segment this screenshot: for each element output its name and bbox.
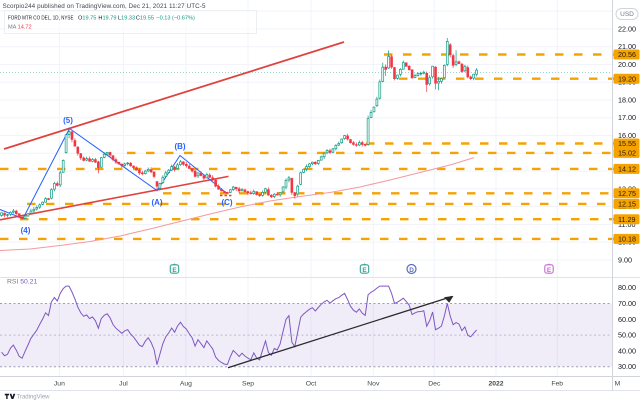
svg-text:D: D bbox=[409, 267, 414, 274]
svg-text:60.00: 60.00 bbox=[618, 315, 636, 324]
svg-text:Oct: Oct bbox=[306, 381, 317, 388]
svg-text:9.00: 9.00 bbox=[618, 255, 632, 264]
svg-text:Nov: Nov bbox=[367, 381, 380, 388]
svg-text:USD: USD bbox=[620, 11, 634, 18]
svg-text:RSI 50.21: RSI 50.21 bbox=[7, 279, 37, 286]
svg-text:20.00: 20.00 bbox=[618, 60, 636, 69]
svg-text:15.55: 15.55 bbox=[618, 139, 636, 148]
svg-text:40.00: 40.00 bbox=[618, 346, 636, 355]
svg-text:11.00: 11.00 bbox=[618, 220, 635, 229]
svg-text:Sep: Sep bbox=[242, 381, 254, 388]
svg-text:E: E bbox=[547, 267, 552, 274]
svg-text:10.18: 10.18 bbox=[618, 235, 636, 244]
svg-text:Scorpio244 published on Tradin: Scorpio244 published on TradingView.com,… bbox=[3, 3, 206, 10]
svg-text:Jun: Jun bbox=[54, 381, 65, 388]
svg-text:20.56: 20.56 bbox=[618, 50, 636, 59]
svg-text:(4): (4) bbox=[21, 226, 31, 235]
svg-text:21.00: 21.00 bbox=[618, 42, 636, 51]
svg-text:15.02: 15.02 bbox=[618, 149, 636, 158]
svg-text:E: E bbox=[172, 267, 177, 274]
svg-text:30.00: 30.00 bbox=[618, 362, 636, 371]
svg-text:Jul: Jul bbox=[119, 381, 128, 388]
svg-text:18.00: 18.00 bbox=[618, 96, 636, 105]
svg-text:(5): (5) bbox=[63, 116, 73, 125]
svg-text:70.00: 70.00 bbox=[618, 299, 636, 308]
svg-text:(C): (C) bbox=[221, 198, 232, 207]
svg-text:TradingView: TradingView bbox=[17, 395, 51, 401]
svg-text:16.00: 16.00 bbox=[618, 131, 636, 140]
svg-text:11.29: 11.29 bbox=[618, 215, 635, 224]
svg-text:2022: 2022 bbox=[488, 381, 503, 388]
svg-text:12.15: 12.15 bbox=[618, 200, 636, 209]
svg-text:(B): (B) bbox=[174, 142, 185, 151]
svg-text:80.00: 80.00 bbox=[618, 283, 636, 292]
svg-text:19.20: 19.20 bbox=[618, 74, 636, 83]
svg-text:50.00: 50.00 bbox=[618, 331, 636, 340]
svg-text:14.12: 14.12 bbox=[618, 165, 636, 174]
svg-text:Dec: Dec bbox=[428, 381, 441, 388]
svg-text:22.00: 22.00 bbox=[618, 24, 636, 33]
svg-text:(A): (A) bbox=[151, 198, 162, 207]
svg-text:12.75: 12.75 bbox=[618, 189, 636, 198]
svg-text:E: E bbox=[362, 267, 367, 274]
svg-text:17.00: 17.00 bbox=[618, 113, 636, 122]
svg-text:MA 14.72: MA 14.72 bbox=[8, 24, 32, 30]
svg-text:Aug: Aug bbox=[180, 381, 192, 388]
svg-text:Feb: Feb bbox=[551, 381, 563, 388]
svg-text:M: M bbox=[615, 381, 621, 388]
